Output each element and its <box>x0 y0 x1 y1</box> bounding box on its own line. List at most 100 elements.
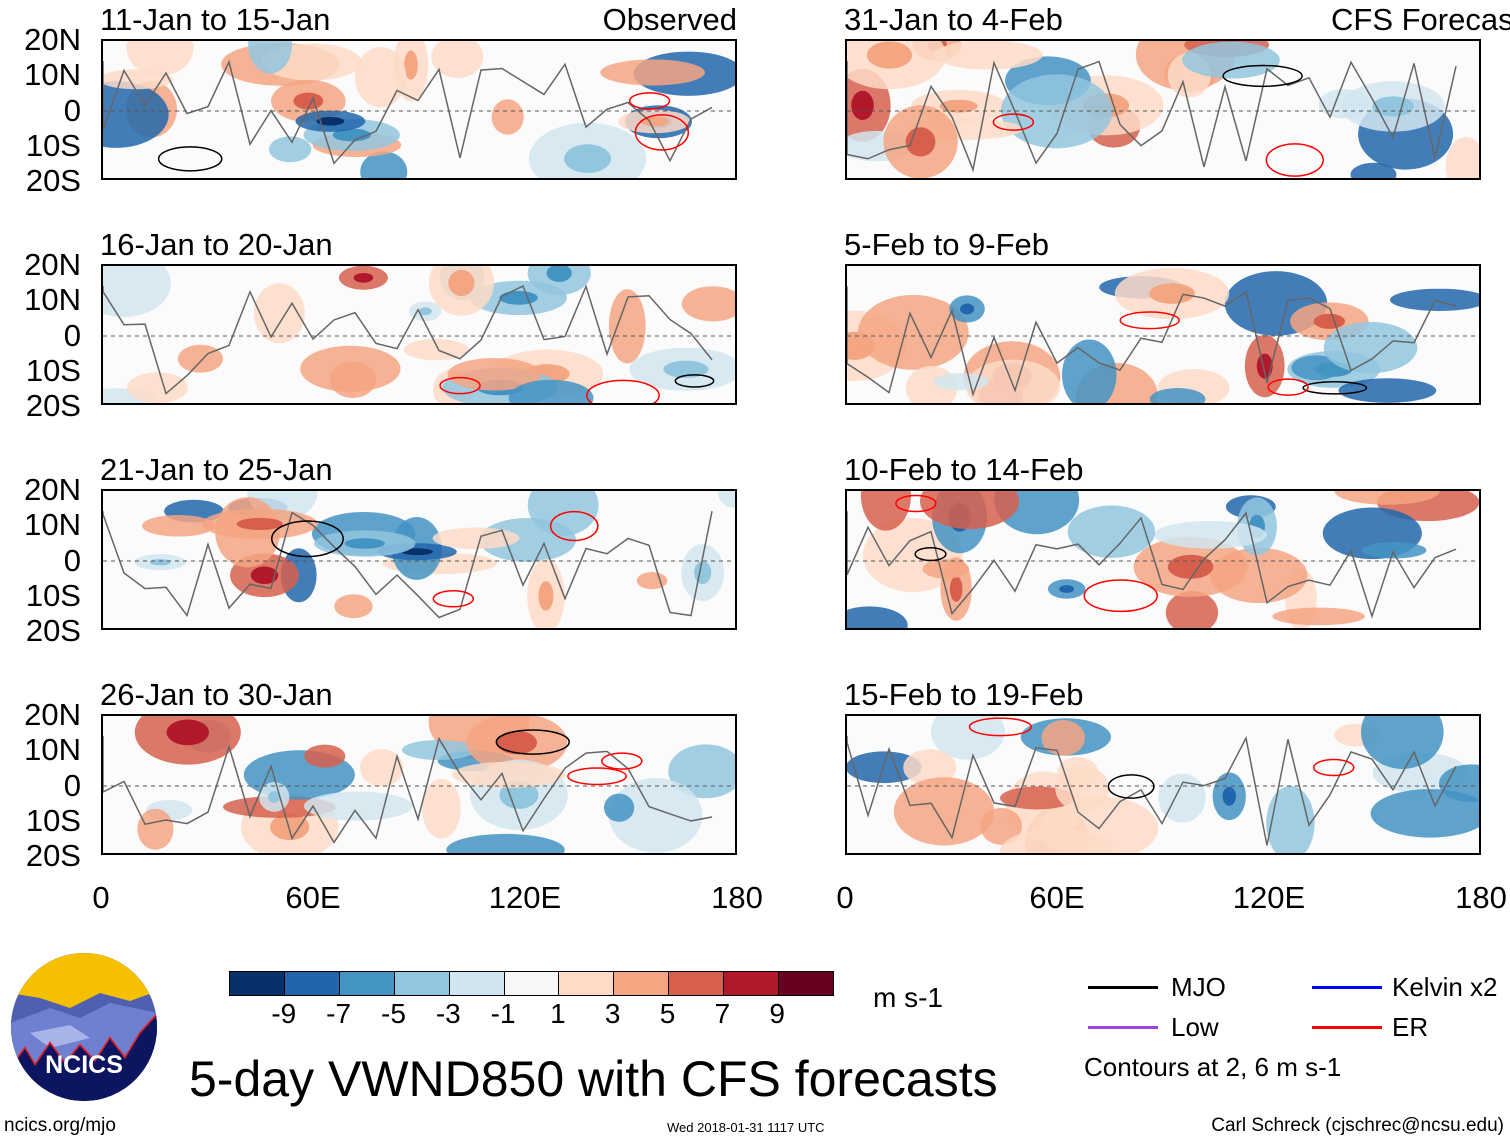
map-panel <box>845 39 1481 180</box>
anomaly-patch <box>137 808 174 850</box>
lat-tick-label: 10S <box>25 802 81 838</box>
anomaly-patch <box>903 749 957 786</box>
anomaly-patch <box>668 744 735 799</box>
anomaly-patch <box>360 151 408 178</box>
anomaly-core <box>1222 786 1236 806</box>
anomaly-patch <box>1062 339 1117 403</box>
colorbar-swatch <box>284 972 340 995</box>
colorbar-level: 1 <box>550 998 566 1029</box>
anomaly-core <box>851 90 874 121</box>
lon-tick-label: 60E <box>285 880 341 915</box>
anomaly-patch <box>1338 378 1437 403</box>
anomaly-core <box>332 128 371 142</box>
anomaly-core <box>236 517 283 531</box>
anomaly-patch <box>847 606 908 628</box>
anomaly-patch <box>1361 542 1427 559</box>
lat-tick-label: 10S <box>25 127 81 163</box>
anomaly-patch <box>304 744 346 768</box>
colorbar-level: -1 <box>490 998 516 1029</box>
anomaly-patch <box>893 777 995 846</box>
lat-tick-label: 10N <box>24 57 81 93</box>
coastline <box>103 511 713 619</box>
lon-tick-label: 120E <box>488 880 562 915</box>
panel-source-label: CFS Forecast <box>1331 2 1510 37</box>
er-contour <box>567 767 627 786</box>
anomaly-patch <box>334 594 373 619</box>
colorbar-swatch <box>779 972 833 995</box>
anomaly-core <box>316 116 345 126</box>
anomaly-patch <box>402 739 476 760</box>
anomaly-core <box>270 813 310 841</box>
anomaly-patch <box>860 491 911 531</box>
anomaly-patch <box>600 59 705 86</box>
lat-tick-label: 10S <box>25 352 81 388</box>
lon-tick-label: 120E <box>1232 880 1306 915</box>
anomaly-core <box>1313 313 1346 329</box>
legend-low: Low <box>1171 1012 1219 1042</box>
anomaly-patch <box>922 559 970 579</box>
mjo-contour <box>495 729 570 755</box>
wind-anomaly-map <box>103 41 735 178</box>
colorbar-swatch <box>449 972 505 995</box>
anomaly-patch <box>1445 137 1479 178</box>
footer-url[interactable]: ncics.org/mjo <box>4 1115 116 1136</box>
colorbar-swatch <box>614 972 670 995</box>
anomaly-core <box>496 730 538 755</box>
legend-mjo: MJO <box>1171 972 1226 1002</box>
colorbar-swatch <box>394 972 450 995</box>
anomaly-patch <box>847 751 922 784</box>
low-legend-line <box>1088 1026 1158 1029</box>
legend-er: ER <box>1392 1012 1429 1042</box>
anomaly-patch <box>608 289 646 364</box>
lat-tick-label: 10S <box>25 577 81 613</box>
colorbar-swatch <box>339 972 395 995</box>
mjo-contour <box>1107 774 1155 799</box>
anomaly-patch <box>933 41 1043 70</box>
map-panel <box>101 714 737 855</box>
colorbar-swatch <box>230 972 285 995</box>
lat-tick-label: 0 <box>63 542 81 578</box>
anomaly-patch <box>1272 607 1365 626</box>
lat-tick-label: 20S <box>25 163 81 198</box>
footer-credit: Carl Schreck (cjschrec@ncsu.edu) <box>1211 1115 1504 1136</box>
anomaly-core <box>959 303 975 315</box>
coastline <box>103 284 713 395</box>
anomaly-patch <box>1149 387 1206 403</box>
anomaly-patch <box>999 828 1114 853</box>
anomaly-patch <box>965 359 1061 403</box>
coastline <box>847 735 1457 846</box>
coastline <box>103 59 713 165</box>
lon-tick-label: 180 <box>711 880 763 915</box>
anomaly-patch <box>354 46 407 108</box>
colorbar-swatch <box>724 972 780 995</box>
anomaly-core <box>905 127 936 157</box>
wind-anomaly-map <box>847 716 1479 853</box>
anomaly-patch <box>431 41 484 79</box>
panel-title: 11-Jan to 15-Jan <box>100 2 331 37</box>
map-panel <box>101 39 737 180</box>
lat-tick-label: 10N <box>24 732 81 768</box>
map-panel <box>845 714 1481 855</box>
colorbar-swatch <box>559 972 615 995</box>
anomaly-patch <box>422 778 461 839</box>
anomaly-patch <box>930 716 1005 760</box>
anomaly-patch <box>1266 785 1315 853</box>
anomaly-patch <box>329 361 376 399</box>
anomaly-patch <box>303 791 413 821</box>
anomaly-core <box>538 581 554 611</box>
anomaly-patch <box>608 778 703 853</box>
logo-text: NCICS <box>45 1051 123 1079</box>
wind-anomaly-map <box>847 491 1479 628</box>
er-contour <box>1267 378 1309 396</box>
anomaly-core <box>639 116 669 127</box>
anomaly-patch <box>141 514 215 537</box>
anomaly-core <box>1256 353 1273 379</box>
er-contour <box>968 717 1032 737</box>
anomaly-patch <box>432 527 520 550</box>
anomaly-patch <box>857 294 969 370</box>
anomaly-patch <box>452 761 566 788</box>
colorbar-level: 9 <box>769 998 785 1029</box>
er-contour <box>634 113 690 151</box>
wind-anomaly-map <box>103 491 735 628</box>
anomaly-patch <box>446 833 565 853</box>
